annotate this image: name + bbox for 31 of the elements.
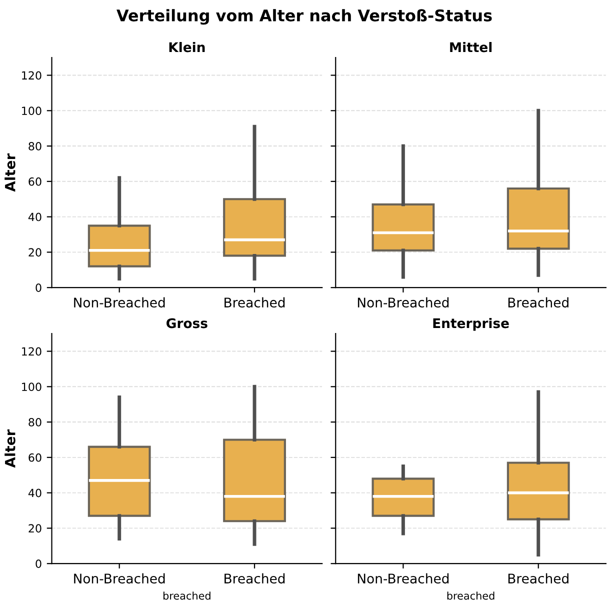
y-tick-label: 120 bbox=[22, 347, 42, 356]
y-axis-title: Alter bbox=[4, 153, 16, 192]
y-axis-title: Alter bbox=[4, 429, 16, 468]
y-tick-label: 0 bbox=[36, 284, 42, 292]
y-tick-label: 60 bbox=[28, 453, 42, 462]
x-tick-label: Non-Breached bbox=[74, 573, 165, 584]
y-tick-label: 80 bbox=[28, 142, 42, 150]
y-tick-label: 20 bbox=[28, 248, 42, 257]
y-tick-label: 100 bbox=[22, 382, 42, 392]
x-tick-label: Non-Breached bbox=[358, 297, 449, 308]
x-axis-title: breached bbox=[163, 592, 210, 600]
chart-title: Mittel bbox=[450, 42, 492, 52]
y-tick-label: 100 bbox=[22, 106, 42, 116]
y-tick-label: 80 bbox=[28, 418, 42, 426]
y-tick-label: 20 bbox=[28, 524, 42, 533]
y-tick-label: 60 bbox=[28, 177, 42, 186]
x-tick-label: Breached bbox=[508, 573, 568, 584]
chart-title: Enterprise bbox=[433, 318, 509, 331]
chart-title: Klein bbox=[169, 42, 205, 52]
chart-title: Gross bbox=[166, 318, 208, 328]
x-tick-label: Breached bbox=[508, 297, 568, 308]
y-tick-label: 40 bbox=[28, 488, 42, 498]
x-tick-label: Non-Breached bbox=[74, 297, 165, 308]
x-axis-title: breached bbox=[447, 592, 494, 600]
text: Verteilung vom Alter nach Verstoß-Status bbox=[116, 9, 492, 25]
y-tick-label: 0 bbox=[36, 560, 42, 568]
x-tick-label: Breached bbox=[224, 573, 285, 584]
x-tick-label: Breached bbox=[224, 297, 285, 308]
y-tick-label: 40 bbox=[28, 212, 42, 222]
x-tick-label: Non-Breached bbox=[358, 573, 449, 584]
y-tick-label: 120 bbox=[22, 71, 42, 80]
